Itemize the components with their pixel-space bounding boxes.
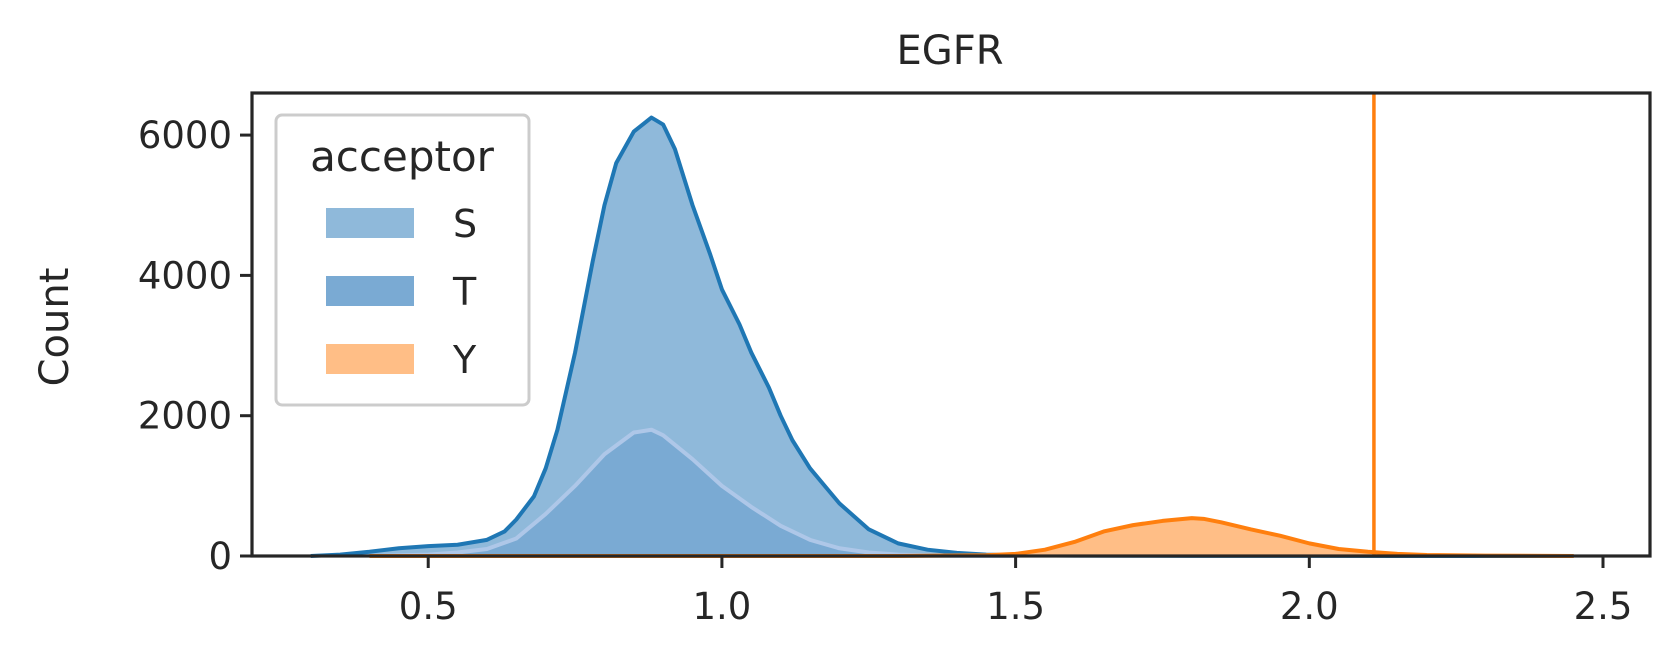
series-area-t [369,429,1016,556]
plot-frame [250,91,1652,558]
y-axis: 0 2000 4000 6000 [138,114,252,578]
x-tick-label: 1.0 [692,585,751,628]
legend-label-y: Y [452,338,477,382]
legend-title: acceptor [310,132,495,181]
legend-swatch-y [326,344,414,374]
x-tick-label: 2.0 [1280,585,1339,628]
x-tick-label: 0.5 [399,585,458,628]
legend-swatch-s [326,208,414,238]
series-area-y [369,518,1574,556]
plot-area [310,115,1574,558]
chart-title: EGFR [896,28,1003,74]
series-line-t [369,427,1016,558]
legend-box [274,113,531,407]
y-tick-label: 0 [208,535,232,578]
x-tick-label: 1.5 [986,585,1045,628]
legend-label-s: S [453,202,477,246]
x-tick-label: 2.5 [1574,585,1633,628]
y-axis-label: Count [32,268,78,387]
y-tick-label: 2000 [138,395,232,438]
legend-label-t: T [452,270,477,314]
legend-swatch-t [326,276,414,306]
y-tick-label: 6000 [138,114,232,157]
y-tick-label: 4000 [138,254,232,297]
series-line-y [369,516,1574,558]
legend: acceptor STY [274,113,531,407]
x-axis: 0.5 1.0 1.5 2.0 2.5 [399,556,1633,628]
